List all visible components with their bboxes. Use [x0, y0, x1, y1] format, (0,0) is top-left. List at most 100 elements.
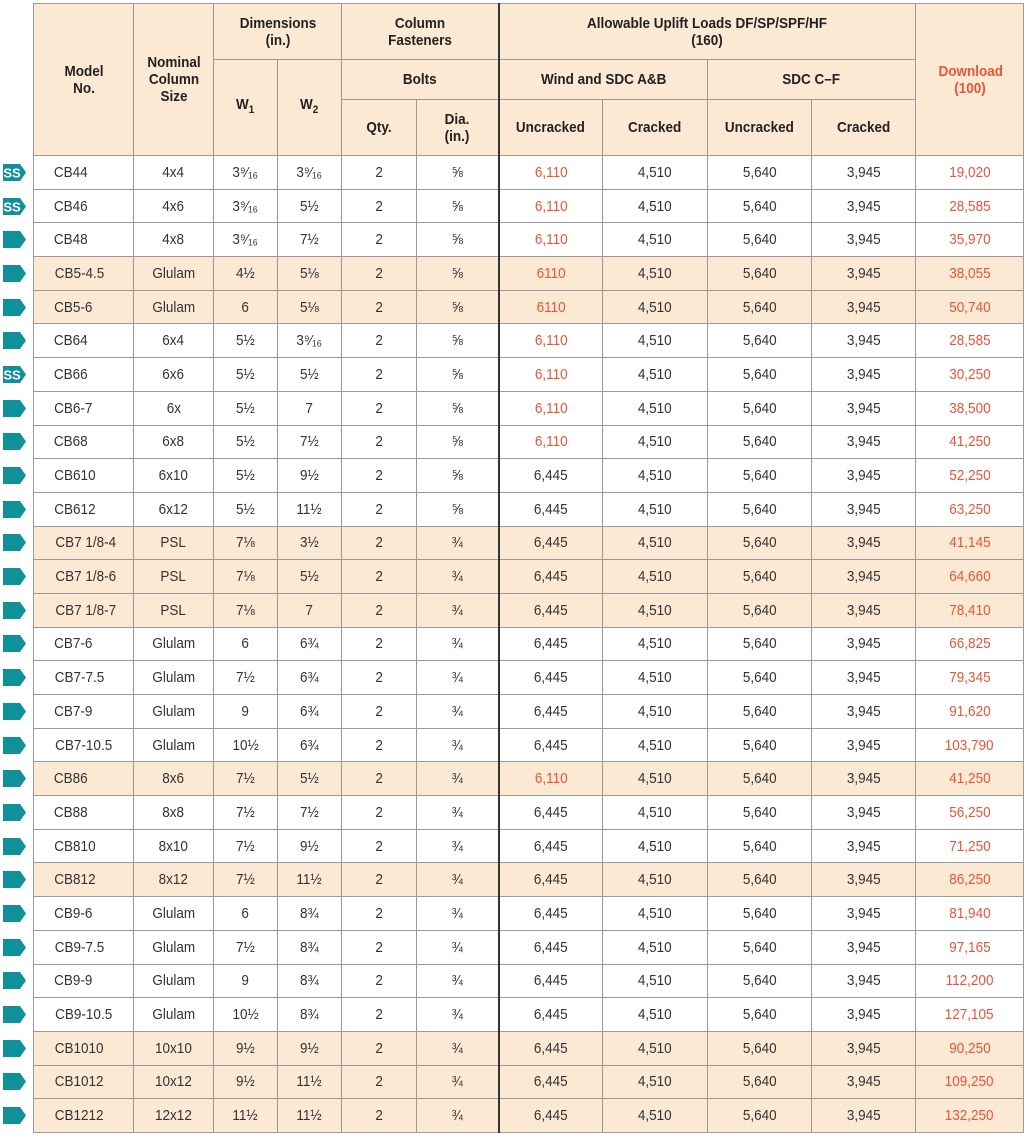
w2-cell-text: 7½ [300, 433, 319, 451]
qty-cell: 2 [341, 694, 417, 729]
sdc-uncracked-cell: 5,640 [707, 491, 812, 527]
download-cell-text: 109,250 [945, 1073, 994, 1091]
dia-cell-text: ⅝ [451, 197, 463, 215]
nominal-size-cell: Glulam [133, 694, 214, 729]
wind-uncracked-cell: 6110 [497, 256, 603, 291]
qty-cell-text: 2 [375, 736, 383, 754]
model-cell-text: CB66 [53, 365, 88, 383]
model-cell-text: CB7 1/8-4 [55, 534, 117, 552]
download-cell: 90,250 [915, 1030, 1024, 1066]
wind-cracked-cell: 4,510 [602, 862, 708, 898]
arrow-tag-icon [3, 669, 26, 687]
qty-cell: 2 [341, 1064, 417, 1100]
wind-cracked-cell: 4,510 [602, 155, 708, 190]
model-cell-text: CB88 [53, 803, 88, 821]
model-cell: CB1010 [33, 1030, 134, 1066]
nominal-size-cell-text: PSL [160, 568, 187, 586]
w1-cell: 4½ [213, 256, 278, 291]
table-row: CB7 1/8-4 PSL 7⅛ 3½ 2 ¾ 6,445 4,510 5,640 3,945 41… [33, 525, 1024, 561]
qty-cell-text: 2 [375, 163, 383, 181]
w1-cell: 9 [213, 963, 278, 999]
w1-cell-text: 7⅛ [236, 568, 255, 586]
w1-cell-text: 5½ [236, 365, 255, 383]
wind-cracked-cell-text: 4,510 [638, 871, 672, 889]
wind-uncracked-cell: 6,445 [497, 795, 603, 830]
dia-cell-text: ⅝ [451, 332, 463, 350]
wind-cracked-cell: 4,510 [602, 963, 708, 999]
download-cell-text: 91,620 [948, 702, 991, 720]
arrow-tag-icon [3, 938, 26, 956]
dia-cell-text: ¾ [451, 1006, 463, 1024]
nominal-size-cell: Glulam [133, 997, 214, 1032]
strong-drive-ss-icon: SS [3, 197, 26, 215]
dia-cell-text: ⅝ [451, 467, 463, 485]
wind-cracked-cell: 4,510 [602, 795, 708, 830]
w1-cell-text: 7½ [236, 803, 255, 821]
model-cell: CB9-6 [33, 896, 134, 931]
dia-cell: ¾ [416, 761, 499, 797]
sdc-uncracked-cell: 5,640 [707, 559, 812, 594]
qty-cell: 2 [341, 929, 417, 965]
dia-cell-text: ⅝ [451, 500, 463, 518]
nominal-size-cell: Glulam [133, 727, 214, 763]
sdc-cracked-cell: 3,945 [811, 592, 916, 628]
download-cell-text: 86,250 [948, 871, 991, 889]
wind-cracked-cell: 4,510 [602, 525, 708, 561]
w2-cell: 3⁹⁄₁₆ [277, 323, 342, 359]
nominal-size-cell-text: 6x6 [162, 365, 185, 383]
nominal-size-cell: Glulam [133, 289, 214, 325]
sdc-uncracked-cell: 5,640 [707, 390, 812, 426]
model-cell-text: CB7-6 [54, 635, 93, 653]
w2-cell-text: 7 [305, 399, 314, 417]
download-cell: 63,250 [915, 491, 1024, 527]
sdc-cracked-cell-text: 3,945 [846, 163, 881, 181]
nominal-size-cell: 10x10 [133, 1030, 214, 1066]
wind-uncracked-cell-text: 6,445 [533, 1073, 568, 1091]
qty-cell-text: 2 [375, 365, 383, 383]
sdc-cracked-cell: 3,945 [811, 155, 916, 190]
nominal-size-cell-text: 4x4 [162, 163, 185, 181]
w1-cell-text: 9 [241, 702, 250, 720]
sdc-cracked-cell: 3,945 [811, 997, 916, 1032]
wind-cracked-cell: 4,510 [602, 660, 708, 695]
nominal-size-cell: Glulam [133, 256, 214, 291]
wind-cracked-cell: 4,510 [602, 997, 708, 1032]
sdc-uncracked-cell: 5,640 [707, 256, 812, 291]
model-cell-text: CB9-10.5 [55, 1006, 113, 1024]
w1-cell: 7½ [213, 795, 278, 830]
wind-uncracked-cell-text: 6,445 [533, 1006, 568, 1024]
strong-drive-ss-icon: SS [3, 163, 26, 181]
w1-cell-text: 5½ [236, 332, 255, 350]
wind-cracked-cell-text: 4,510 [638, 1006, 672, 1024]
sdc-cracked-cell: 3,945 [811, 222, 916, 258]
w1-cell-text: 4½ [236, 264, 255, 282]
table-row: CB612 6x12 5½ 11½ 2 ⅝ 6,445 4,510 5,640 3,945 63,2… [33, 491, 1024, 527]
w2-cell: 9½ [277, 458, 342, 493]
download-cell-text: 28,585 [948, 332, 991, 350]
model-cell: CB66 [33, 357, 134, 392]
arrow-tag-icon [3, 972, 26, 990]
model-cell-text: CB7 1/8-7 [55, 601, 117, 619]
wind-cracked-cell: 4,510 [602, 1030, 708, 1066]
qty-cell: 2 [341, 862, 417, 898]
nominal-size-cell-text: Glulam [152, 1006, 195, 1024]
wind-uncracked-cell-text: 6110 [536, 264, 566, 282]
sdc-uncracked-cell-text: 5,640 [742, 231, 777, 249]
dia-cell: ⅝ [416, 155, 499, 190]
wind-cracked-cell-text: 4,510 [638, 601, 672, 619]
arrow-tag-icon [3, 702, 26, 720]
model-cell-text: CB610 [54, 467, 96, 485]
w1-cell: 7½ [213, 862, 278, 898]
dia-cell-text: ¾ [451, 837, 463, 855]
model-cell-text: CB9-9 [54, 972, 93, 990]
w1-cell: 5½ [213, 390, 278, 426]
model-cell: CB7-6 [33, 626, 134, 662]
table-row: CB44 4x4 3⁹⁄₁₆ 3⁹⁄₁₆ 2 ⅝ 6,110 4,510 5,640 3,945 1… [33, 155, 1024, 190]
sdc-cracked-cell-text: 3,945 [846, 904, 881, 922]
model-cell: CB610 [33, 458, 134, 493]
product-table: Model No. Nominal Column Size Dimensions… [33, 3, 1024, 1133]
wind-uncracked-cell: 6,110 [497, 424, 603, 460]
w2-cell: 9½ [277, 828, 342, 864]
wind-cracked-cell-text: 4,510 [638, 972, 672, 990]
model-cell-text: CB810 [54, 837, 96, 855]
